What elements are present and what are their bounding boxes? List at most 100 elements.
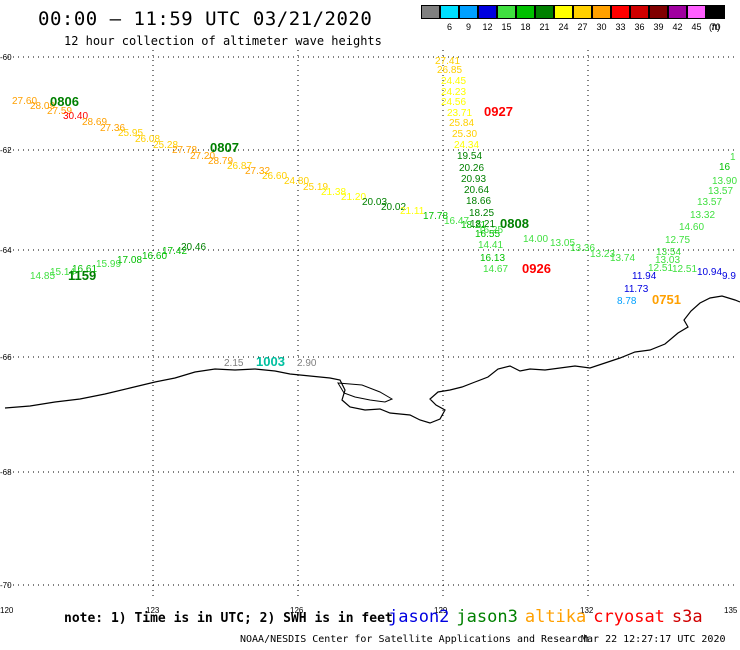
swh-reading: 20.02 [381,202,406,213]
swh-reading: 15.14 [50,267,75,278]
swh-reading: 14.85 [30,271,55,282]
swh-reading: 27.78 [172,145,197,156]
swh-reading: 16.55 [475,229,500,240]
lon-tick-label: 120 [0,606,14,615]
satellite-s3a: s3a [671,607,703,627]
satellite-jason2: jason2 [388,607,450,627]
swh-reading: 25.84 [449,118,474,129]
swh-reading: 27.32 [245,166,270,177]
swh-reading: 12.51 [648,263,673,274]
swh-reading: 16.61 [72,264,97,275]
axis-labels: 120 123 126 129 132 135 -60 -62 -64 -66 -68 -70 [0,53,738,615]
antarctic-coastline [4,295,740,424]
swh-reading: 20.93 [461,174,486,185]
credit-line: NOAA/NESDIS Center for Satellite Applica… [240,634,590,645]
swh-reading: 17.42 [162,246,187,257]
satellite-legend: jason2 jason3 altika cryosat s3a [388,607,710,627]
swh-reading: 10.94 [697,267,722,278]
lat-tick-label: -66 [0,353,12,362]
pass-time-label: 0806 [50,94,79,109]
swh-reading: 19.54 [457,151,482,162]
scale-swatch [649,5,668,19]
scale-swatch [497,5,516,19]
swh-reading: 30.40 [63,111,88,122]
scale-swatch [573,5,592,19]
swh-reading: 24.34 [454,140,479,151]
swh-reading: 2.15 [224,358,244,369]
swh-reading: 26.87 [227,161,252,172]
scale-label: 15 [501,22,512,32]
swh-reading: 12.75 [665,235,690,246]
swh-reading: 18.66 [466,196,491,207]
swh-reading: 26.85 [437,65,462,76]
generated-timestamp: Mar 22 12:27:17 UTC 2020 [581,634,726,645]
page-subtitle: 12 hour collection of altimeter wave hei… [64,34,382,48]
scale-unit: (ft) [709,22,720,32]
swh-reading: 13.05 [550,238,575,249]
swh-reading: 21.38 [321,187,346,198]
swh-reading: 28.79 [208,156,233,167]
ice-shelf-outline [337,382,394,403]
swh-reading: 13.90 [712,176,737,187]
scale-label: 6 [446,22,452,32]
lon-tick-label: 126 [290,606,304,615]
scale-label: 24 [558,22,569,32]
lat-lon-grid [8,50,738,600]
scale-label: 9 [465,22,471,32]
pass-time-label: 1159 [68,268,96,283]
scale-swatch [592,5,611,19]
swh-reading: 25.28 [153,140,178,151]
swh-reading: 11.73 [624,284,649,295]
swh-reading: 14.60 [679,222,704,233]
swh-reading: 13.54 [656,247,681,258]
swh-reading: 12.51 [672,264,697,275]
swh-reading: 27.60 [12,96,37,107]
swh-reading: 16.25 [478,225,503,236]
scale-label: 27 [577,22,588,32]
footer-note: note: 1) Time is in UTC; 2) SWH is in fe… [64,611,393,626]
swh-reading: 21.20 [341,192,366,203]
swh-reading: 16 [719,162,731,173]
swh-reading: 28.69 [82,117,107,128]
lon-tick-label: 135 [724,606,738,615]
lon-tick-label: 129 [434,606,448,615]
scale-swatch [440,5,459,19]
lat-tick-label: -64 [0,246,12,255]
scale-swatch [706,5,725,19]
scale-label: 45 [691,22,702,32]
swh-reading: 8.78 [617,296,637,307]
swh-reading: 21.11 [400,206,425,217]
swh-reading: 27.36 [100,123,125,134]
lat-tick-label: -60 [0,53,12,62]
swh-reading: 27.59 [47,106,72,117]
scale-label: 42 [672,22,683,32]
swh-reading: 17.78 [423,211,448,222]
swh-reading: 15.99 [96,259,121,270]
scale-label: 30 [596,22,607,32]
swh-reading: 25.30 [452,129,477,140]
swh-reading: 20.46 [181,242,206,253]
swh-reading: 17.08 [117,255,142,266]
scale-swatch [535,5,554,19]
swh-reading: 13.36 [570,243,595,254]
scale-swatch [554,5,573,19]
swh-reading: 2.90 [297,358,317,369]
swh-reading: 14.00 [523,234,548,245]
pass-time-label: 0808 [500,216,529,231]
scale-swatch [459,5,478,19]
swh-reading: 13.32 [690,210,715,221]
swh-reading: 24.56 [441,97,466,108]
swh-reading: 13.03 [655,255,680,266]
swh-reading: 24.80 [284,176,309,187]
scale-swatch [478,5,497,19]
swh-reading: 18.21 [461,220,486,231]
scale-label: 21 [539,22,550,32]
satellite-cryosat: cryosat [593,607,665,627]
swh-reading: 18.21 [470,219,495,230]
scale-label: 33 [615,22,626,32]
swh-reading: 16.13 [480,253,505,264]
scale-label: 70 [710,22,721,32]
swh-reading: 25.19 [303,182,328,193]
lon-tick-label: 132 [580,606,594,615]
swh-reading: 27.41 [435,56,460,67]
